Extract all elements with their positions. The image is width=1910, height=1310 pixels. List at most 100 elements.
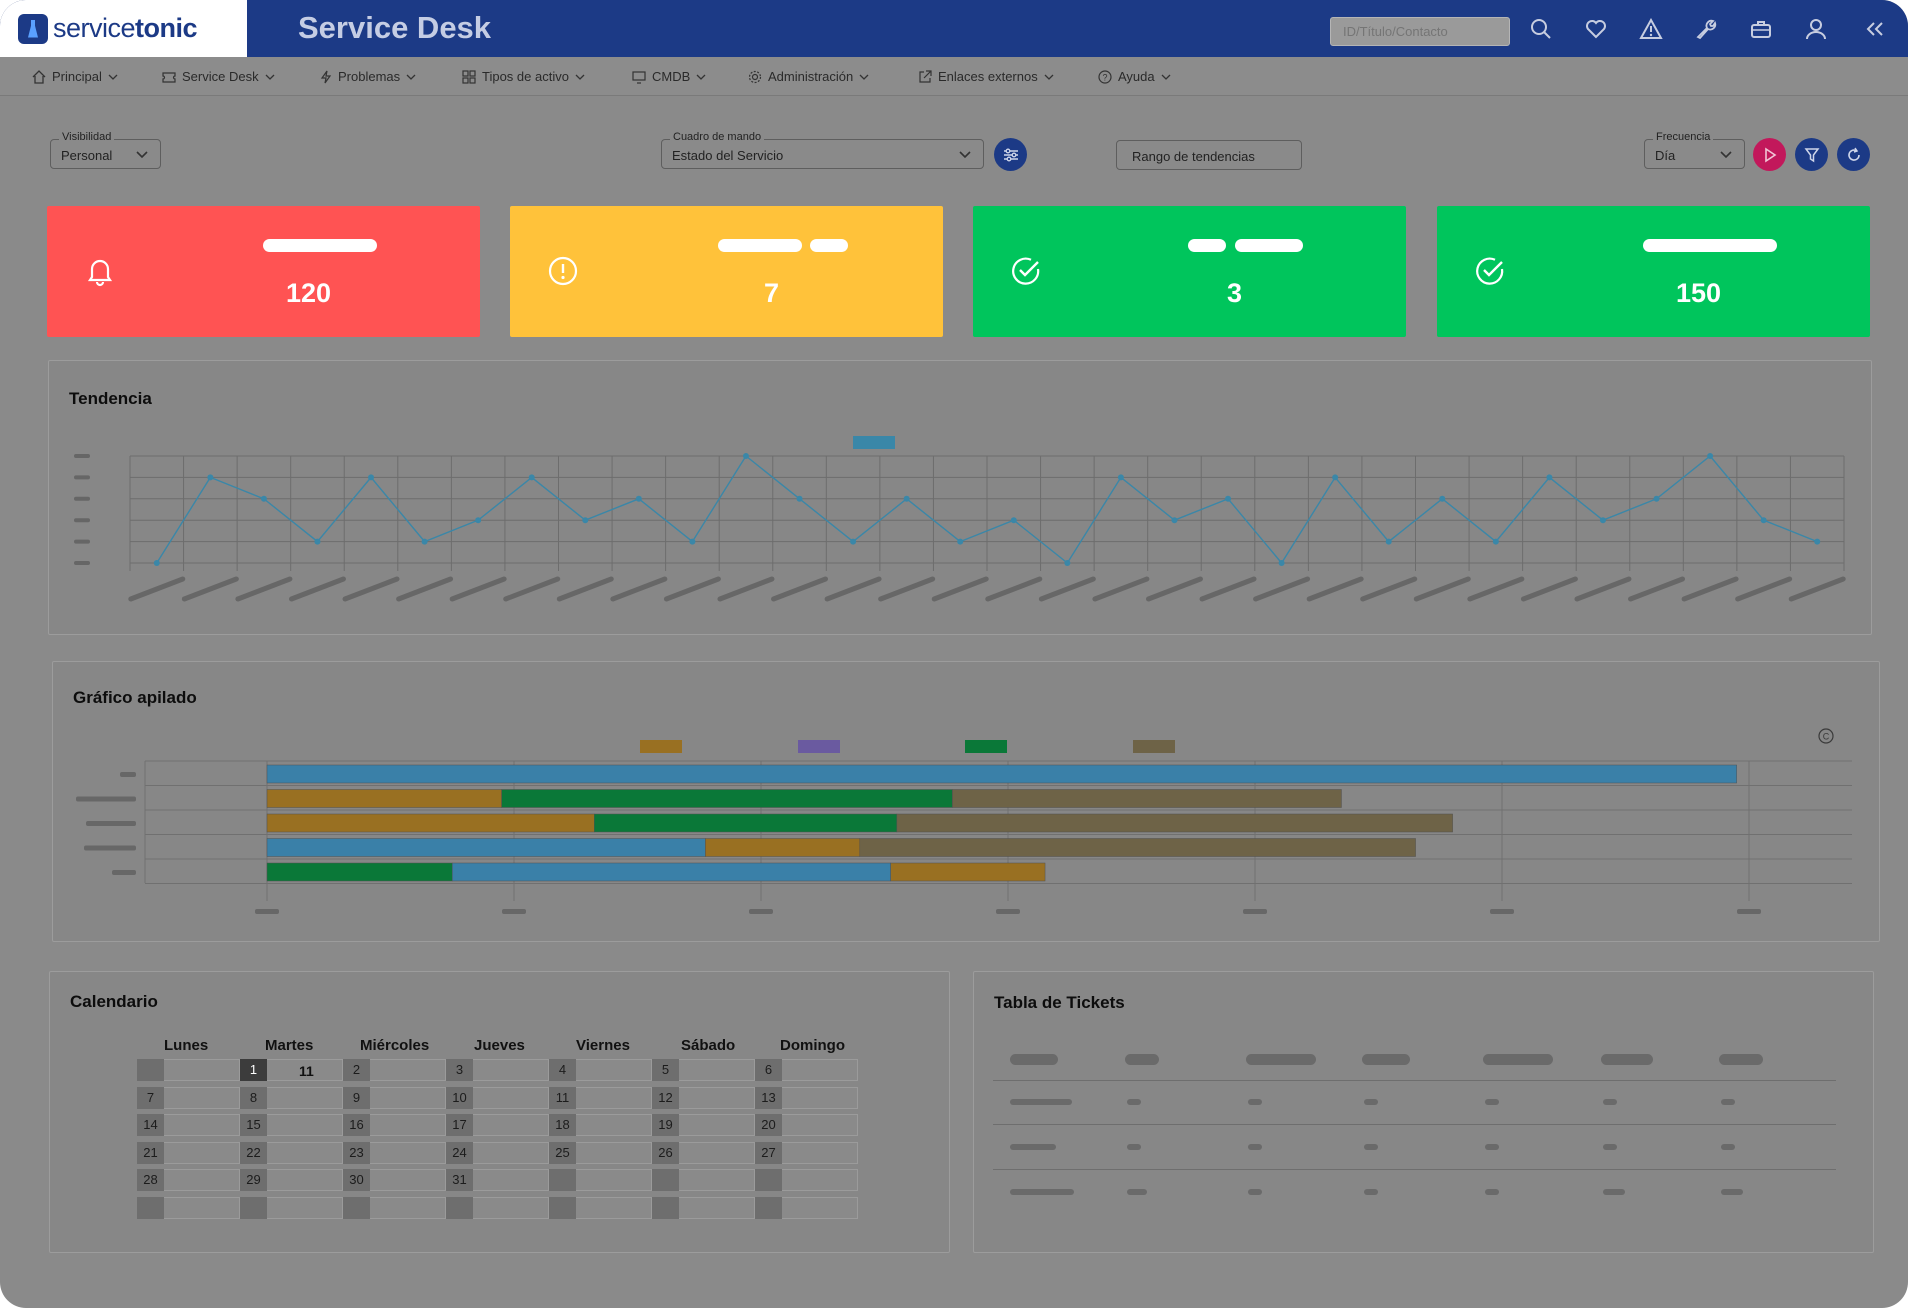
menu-item-enlaces-externos[interactable]: Enlaces externos <box>918 69 1054 84</box>
table-cell <box>1364 1099 1378 1105</box>
calendar-event-count[interactable]: 11 <box>299 1063 314 1079</box>
table-cell <box>1485 1099 1499 1105</box>
kpi-title-placeholder <box>1188 239 1226 252</box>
table-cell <box>1127 1099 1141 1105</box>
kpi-title-placeholder <box>718 239 802 252</box>
calendar-day-number <box>137 1196 164 1219</box>
chevron-down-icon <box>265 74 275 80</box>
trend-point <box>742 453 749 459</box>
menu-item-principal[interactable]: Principal <box>32 69 118 84</box>
briefcase-icon[interactable] <box>1746 14 1776 44</box>
trend-point <box>582 517 589 524</box>
chevron-down-icon <box>1044 74 1054 80</box>
dashboard-select[interactable]: Cuadro de mando Estado del Servicio <box>661 131 984 169</box>
x-tick-label <box>663 576 721 602</box>
calendar-day-number: 8 <box>240 1086 267 1109</box>
calendar-day-number: 5 <box>652 1059 679 1081</box>
copyright-icon[interactable]: C <box>1817 727 1835 745</box>
kpi-card-alert[interactable]: 7 <box>510 206 943 337</box>
filter-button[interactable] <box>1795 138 1828 171</box>
x-tick-label <box>449 576 507 602</box>
collapse-icon[interactable] <box>1860 14 1890 44</box>
calendar-day-number: 29 <box>240 1169 267 1191</box>
monitor-icon <box>632 70 646 84</box>
trend-line <box>156 454 1818 565</box>
table-cell <box>1364 1144 1378 1150</box>
trend-range-button[interactable]: Rango de tendencias <box>1116 140 1302 170</box>
chevron-down-icon <box>406 74 416 80</box>
user-icon[interactable] <box>1801 14 1831 44</box>
bar-segment <box>452 862 891 882</box>
x-tick-label <box>235 576 293 602</box>
wrench-icon[interactable] <box>1691 14 1721 44</box>
brand-logo[interactable]: servicetonic <box>0 0 247 57</box>
calendar-day-number: 17 <box>446 1114 473 1136</box>
play-icon <box>1764 147 1776 162</box>
trend-point <box>1332 474 1339 481</box>
trend-point <box>368 474 375 481</box>
menu-item-cmdb[interactable]: CMDB <box>632 69 706 84</box>
frequency-select[interactable]: Frecuencia Día <box>1644 131 1745 169</box>
calendar-day-number <box>755 1196 782 1219</box>
y-tick-label <box>74 539 90 544</box>
warning-icon[interactable] <box>1636 14 1666 44</box>
kpi-card-check[interactable]: 3 <box>973 206 1406 337</box>
calendar-day-number: 3 <box>446 1059 473 1081</box>
menu-item-problemas[interactable]: Problemas <box>320 69 416 84</box>
chevron-down-icon <box>959 151 971 159</box>
table-header-cell <box>1246 1054 1316 1065</box>
x-tick-label <box>996 909 1020 914</box>
calendar-day-number <box>137 1059 164 1081</box>
chevron-down-icon <box>575 74 585 80</box>
chevron-down-icon <box>859 74 869 80</box>
kpi-card-check[interactable]: 150 <box>1437 206 1870 337</box>
bar-segment <box>266 813 595 833</box>
search-icon[interactable] <box>1526 14 1556 44</box>
y-tick-label <box>74 496 90 501</box>
visibility-select[interactable]: Visibilidad Personal <box>50 131 161 169</box>
visibility-value: Personal <box>61 148 113 163</box>
calendar-day-number: 22 <box>240 1141 267 1164</box>
calendar-day-number <box>343 1196 370 1219</box>
x-tick-label <box>749 909 773 914</box>
table-cell <box>1364 1189 1378 1195</box>
refresh-button[interactable] <box>1837 138 1870 171</box>
menu-item-service-desk[interactable]: Service Desk <box>162 69 275 84</box>
heart-icon[interactable] <box>1581 14 1611 44</box>
play-button[interactable] <box>1753 138 1786 171</box>
help-icon: ? <box>1098 69 1112 84</box>
y-tick-label <box>74 454 90 458</box>
dashboard-settings-button[interactable] <box>994 138 1027 171</box>
menu-label: Ayuda <box>1118 69 1155 84</box>
chevron-down-icon <box>136 151 148 159</box>
search-input[interactable] <box>1330 17 1510 46</box>
legend-swatch <box>640 740 682 753</box>
trend-point <box>1814 538 1821 545</box>
dashboard-label: Cuadro de mando <box>670 131 765 143</box>
table-header-cell <box>1362 1054 1410 1065</box>
menu-item-tipos-de-activo[interactable]: Tipos de activo <box>462 69 585 84</box>
bar-segment <box>890 862 1046 882</box>
menu-item-administracion[interactable]: Administración <box>748 69 869 84</box>
y-tick-label <box>74 561 90 565</box>
x-tick-label <box>878 576 936 602</box>
kpi-card-bell[interactable]: 120 <box>47 206 480 337</box>
main-menu: Principal Service Desk Problemas Tipos d… <box>0 57 1908 96</box>
y-tick-label <box>120 772 136 777</box>
y-tick-label <box>76 796 136 802</box>
table-cell <box>1127 1189 1147 1195</box>
menu-item-ayuda[interactable]: ? Ayuda <box>1098 69 1171 84</box>
x-tick-label <box>1413 576 1471 602</box>
menu-label: Tipos de activo <box>482 69 569 84</box>
x-tick-label <box>1199 576 1257 602</box>
bar-segment <box>266 862 453 882</box>
flask-logo-icon <box>18 13 48 44</box>
menu-label: Service Desk <box>182 69 259 84</box>
x-tick-label <box>1145 576 1203 602</box>
y-tick-label <box>74 475 90 480</box>
x-tick-label <box>1520 576 1578 602</box>
sliders-icon <box>1003 148 1018 161</box>
x-tick-label <box>396 576 454 602</box>
x-tick-label <box>1574 576 1632 602</box>
x-tick-label <box>128 576 186 602</box>
